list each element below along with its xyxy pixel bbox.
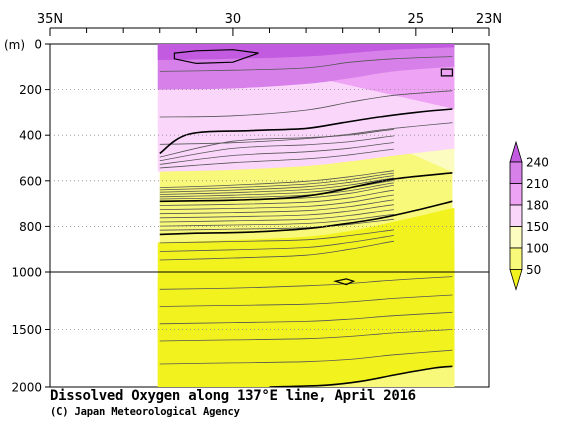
thin-contour-line <box>159 209 394 223</box>
oxygen-band <box>157 249 455 387</box>
thin-contour-line <box>159 189 394 206</box>
thin-contour-line <box>159 142 394 165</box>
thin-contour-line <box>159 56 453 72</box>
thin-contour-line <box>159 175 394 193</box>
chart-credit: (C) Japan Meteorological Agency <box>50 406 240 418</box>
colorbar-segment <box>509 161 523 184</box>
thin-contour-line <box>159 218 394 231</box>
colorbar-label: 210 <box>526 177 549 191</box>
colorbar-segment <box>509 204 523 227</box>
depth-tick-label: 1000 <box>11 266 42 280</box>
thin-contour-line <box>159 170 394 188</box>
colorbar-label: 50 <box>526 263 541 277</box>
thin-contour-line <box>159 199 394 215</box>
thin-contour-line <box>159 90 453 118</box>
bold-contour-line <box>159 172 453 203</box>
colorbar-segment <box>509 247 523 270</box>
depth-tick-label: 600 <box>19 174 42 188</box>
thin-contour-line <box>159 148 394 169</box>
depth-tick-label: 2000 <box>11 381 42 395</box>
colorbar-label: 240 <box>526 156 549 170</box>
depth-tick-label: 1500 <box>11 323 42 337</box>
bold-contour-line <box>269 365 453 387</box>
thin-contour-line <box>159 182 394 200</box>
thin-contour-layer <box>159 56 453 365</box>
thin-contour-line <box>159 349 453 365</box>
thin-contour-line <box>159 311 453 325</box>
colorbar-segment <box>509 183 523 206</box>
latitude-tick-label: 30 <box>225 12 242 27</box>
thin-contour-line <box>159 204 394 219</box>
colorbar-top-arrow <box>509 140 523 163</box>
oxygen-fill-layer <box>157 44 455 387</box>
colorbar-label: 180 <box>526 199 549 213</box>
colorbar-bottom-arrow <box>509 269 523 291</box>
colorbar-label: 100 <box>526 242 549 256</box>
bold-contour-line <box>159 200 453 236</box>
oxygen-band <box>269 366 455 387</box>
latitude-tick-label: 23N <box>476 12 502 27</box>
bold-contour-line <box>159 108 453 155</box>
closed-contour <box>333 278 356 286</box>
thin-contour-line <box>159 214 394 227</box>
chart-title: Dissolved Oxygen along 137°E line, April… <box>50 388 416 404</box>
thin-contour-line <box>159 177 394 195</box>
thin-contour-line <box>159 128 394 158</box>
thin-contour-line <box>159 329 453 342</box>
thin-contour-line <box>159 194 394 210</box>
depth-tick-label: 800 <box>19 220 42 234</box>
depth-tick-label: 0 <box>34 38 42 52</box>
latitude-tick-label: 35N <box>37 12 63 27</box>
thin-contour-line <box>159 122 453 145</box>
thin-contour-line <box>159 294 453 307</box>
oxygen-band <box>157 44 455 60</box>
thin-contour-line <box>159 235 394 252</box>
thin-contour-line <box>159 240 394 261</box>
thin-contour-line <box>159 229 394 244</box>
closed-contour <box>173 49 259 65</box>
depth-tick-label: 400 <box>19 129 42 143</box>
closed-contour <box>440 68 453 77</box>
thin-contour-line <box>159 276 453 290</box>
axis-layer: 35N 30 25 23N 0 200 400 600 800 1000 1500 2000 <box>11 12 502 395</box>
thin-contour-line <box>159 135 394 162</box>
colorbar-label: 150 <box>526 220 549 234</box>
thin-contour-line <box>159 172 394 191</box>
bold-contour-layer <box>159 49 453 387</box>
colorbar-segment <box>509 226 523 249</box>
grid-layer <box>50 89 489 330</box>
colorbar: 240 210 180 150 100 50 <box>509 140 549 291</box>
depth-unit-label: (m) <box>4 38 25 52</box>
depth-tick-label: 200 <box>19 83 42 97</box>
latitude-tick-label: 25 <box>408 12 425 27</box>
